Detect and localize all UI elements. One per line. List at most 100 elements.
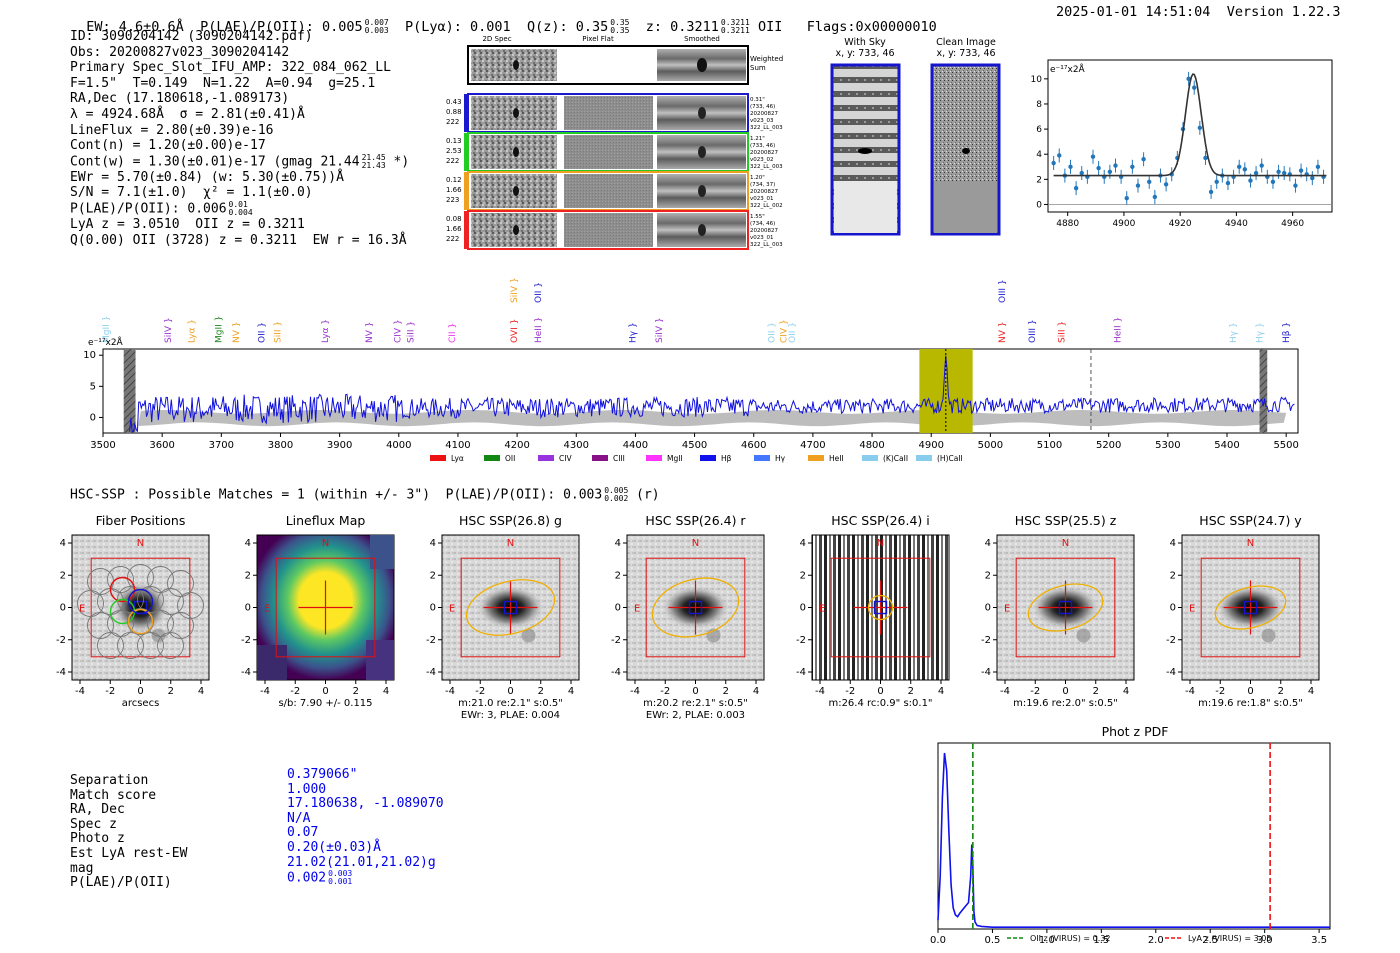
header-flags: Flags:0x00000010 xyxy=(806,19,937,35)
hsc-ytick-label: 2 xyxy=(800,570,806,581)
hsc-xtick-label: -2 xyxy=(290,686,300,697)
aperture-ellipse xyxy=(651,577,740,638)
spectrum-xtick-label: 4100 xyxy=(445,440,470,451)
hsc-xtick-label: -4 xyxy=(815,686,825,697)
photz-pdf-plot: Phot z PDF 0.0 0.5 1.0 1.5 2.0 2.5 3.0 3.5 OII … xyxy=(930,724,1331,946)
hsc-ytick-label: 0 xyxy=(1170,603,1176,614)
hsc-ytick-label: 4 xyxy=(985,538,991,549)
spectrum-legend-label: Hγ xyxy=(775,454,786,463)
header-qz-hi: 0.35 xyxy=(610,18,630,27)
header-z-lo: 0.3211 xyxy=(720,26,750,35)
fit-point xyxy=(1057,153,1062,158)
spectrum-emission-line-label: OII } xyxy=(534,282,544,303)
hsc-panel-title: HSC SSP(25.5) z xyxy=(1015,513,1117,528)
cutout-row-stat: 222 xyxy=(446,235,459,243)
cutout-row-stat: 0.12 xyxy=(446,176,462,184)
cutout-row-stat: 1.66 xyxy=(446,186,462,194)
fit-point xyxy=(1124,195,1129,201)
fiber-blue xyxy=(127,588,154,615)
fit-ytick-label: 4 xyxy=(1036,150,1042,160)
hsc-ytick-label: 2 xyxy=(60,570,66,581)
fit-ytick-label: 8 xyxy=(1036,100,1042,110)
fiber-box xyxy=(1243,600,1258,615)
spectrum-emission-line-label: SiIV } xyxy=(164,317,174,343)
spectrum-masked-region xyxy=(1259,349,1268,433)
spectrum-legend-label: (H)CaII xyxy=(937,454,963,463)
spectrum-ytick-label: 10 xyxy=(83,350,96,361)
hsc-xtick-label: 0 xyxy=(507,686,513,697)
fit-point xyxy=(1293,183,1298,188)
match-value-specz: N/A xyxy=(287,810,311,826)
spectrum-legend-label: OII xyxy=(505,454,515,463)
photz-xtick-label: 0.0 xyxy=(930,935,946,946)
photz-xtick-label: 2.5 xyxy=(1202,935,1218,946)
match-label-plae: P(LAE)/P(OII) xyxy=(70,875,172,891)
hsc-xtick-label: 0 xyxy=(692,686,698,697)
hsc-xtick-label: 0 xyxy=(1247,686,1253,697)
fiber-circle xyxy=(137,586,164,613)
header-bar: EW: 4.6±0.6Å P(LAE)/P(OII): 0.005 0.007 0.… xyxy=(70,3,937,36)
hsc-caption: m:26.4 rc:0.9" s:0.1" xyxy=(828,698,932,709)
hsc-panel-title: HSC SSP(26.8) g xyxy=(459,513,562,528)
hsc-panel-title: Lineflux Map xyxy=(286,513,366,528)
fiber-circle xyxy=(107,610,134,637)
spectrum-legend-label: CIV xyxy=(559,454,572,463)
spectrum-legend-swatch xyxy=(430,455,446,461)
header-plae-lo: 0.003 xyxy=(364,26,389,35)
photz-xtick-label: 1.0 xyxy=(1039,935,1055,946)
fiber-circle xyxy=(157,632,184,659)
fiber-circle xyxy=(117,586,144,613)
spectrum-xtick-label: 4000 xyxy=(386,440,411,451)
fit-point xyxy=(1079,170,1084,176)
hsc-ytick-label: 2 xyxy=(985,570,991,581)
fiber-circle xyxy=(167,570,194,597)
cutout-row-meta: 20200827 xyxy=(750,189,778,195)
hsc-ytick-label: 4 xyxy=(60,538,66,549)
spectrum-xtick-label: 3500 xyxy=(90,440,115,451)
spectrum-emission-line-label: Lyα } xyxy=(188,319,198,343)
search-box xyxy=(90,557,191,658)
cutout-row-meta: 0.31" xyxy=(750,97,765,103)
spectrum-xtick-label: 4500 xyxy=(682,440,707,451)
cutout-row-stat: 0.88 xyxy=(446,108,462,116)
header-plae: P(LAE)/P(OII): 0.005 xyxy=(200,19,363,35)
hsc-xtick-label: 0 xyxy=(322,686,328,697)
hsc-ytick-label: 2 xyxy=(615,570,621,581)
spectrum-emission-line-label: OII } xyxy=(258,322,268,343)
info-sn-chi2: S/N = 7.1(±1.0) χ² = 1.1(±0.0) xyxy=(70,185,313,201)
fit-point xyxy=(1186,76,1191,82)
cutout-row-meta: 1.20" xyxy=(750,175,765,181)
hsc-ytick-label: -2 xyxy=(981,635,991,646)
fit-point xyxy=(1090,154,1096,159)
photz-xtick-label: 1.5 xyxy=(1093,935,1109,946)
spectrum-xtick-label: 4900 xyxy=(918,440,943,451)
info-obs: Obs: 20200827v023_3090204142 xyxy=(70,44,290,60)
info-lambda-sigma: λ = 4924.68Å σ = 2.81(±0.41)Å xyxy=(70,106,305,122)
weighted-sum-label: Weighted xyxy=(750,55,783,63)
cutout-row-meta: (733, 46) xyxy=(750,143,775,149)
hsc-caption: m:20.2 re:2.1" s:0.5" xyxy=(643,698,748,709)
hsc-ytick-label: -2 xyxy=(1166,635,1176,646)
info-primary-spec: Primary Spec_Slot_IFU_AMP: 322_084_062_L… xyxy=(70,60,391,76)
search-box xyxy=(1200,557,1301,658)
cutout-row-meta: 1.55" xyxy=(750,214,765,220)
hsc-ytick-label: 4 xyxy=(800,538,806,549)
spectrum-legend-swatch xyxy=(862,455,878,461)
hsc-ytick-label: -2 xyxy=(611,635,621,646)
fit-point xyxy=(1192,85,1197,90)
hsc-panel-title: Fiber Positions xyxy=(96,513,186,528)
cutout-row-stat: 222 xyxy=(446,157,459,165)
match-value-separation: 0.379066" xyxy=(287,767,358,782)
fiber-circle xyxy=(167,612,194,639)
fit-point xyxy=(1141,157,1146,162)
cutout-row-meta: 20200827 xyxy=(750,228,778,234)
cutout-row-meta: v023_01 xyxy=(750,196,774,202)
cutout-row-meta: v023_03 xyxy=(750,118,774,124)
match-value-plae: 0.002 0.003 0.001 xyxy=(287,869,353,887)
match-label-specz: Spec z xyxy=(70,816,117,832)
fit-xtick-label: 4920 xyxy=(1169,219,1192,229)
spectrum-emission-line-label: SiII } xyxy=(274,321,284,343)
aperture-ellipse xyxy=(1027,583,1104,632)
hsc-ytick-label: 2 xyxy=(245,570,251,581)
hsc-xtick-label: 2 xyxy=(168,686,174,697)
